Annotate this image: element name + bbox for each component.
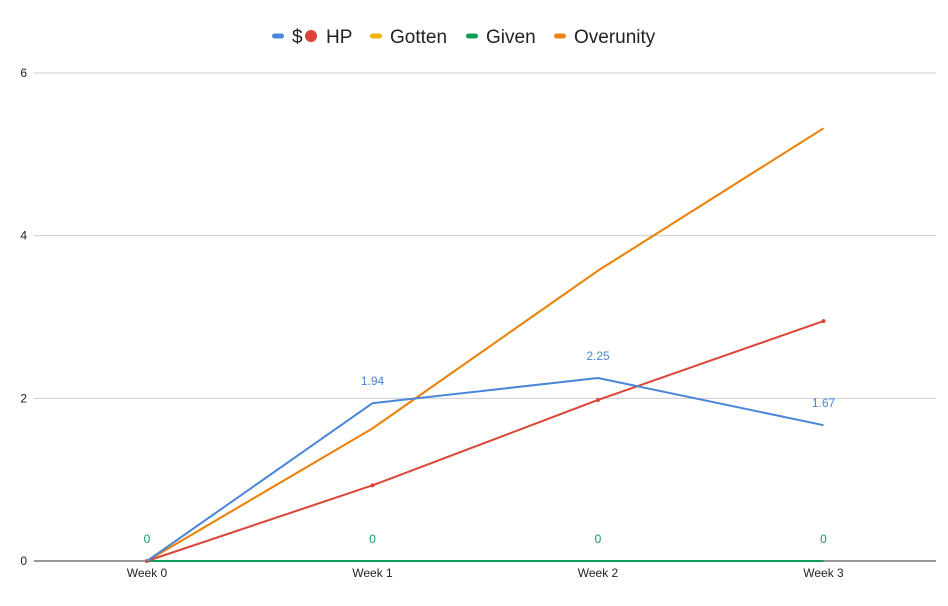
y-tick-label: 4 — [20, 229, 27, 243]
series-line-1 — [146, 320, 824, 562]
data-labels: 1.94 2.25 1.67 0 0 0 0 — [144, 349, 836, 546]
legend-label: HP — [326, 27, 352, 48]
series-point — [596, 397, 600, 402]
series-point — [370, 483, 375, 488]
data-label: 1.94 — [361, 374, 385, 388]
legend-swatch — [554, 33, 566, 39]
data-label: 0 — [369, 532, 376, 546]
legend-dot — [305, 30, 317, 42]
legend-label: Overunity — [574, 27, 656, 48]
data-label: 0 — [820, 532, 827, 546]
x-tick-label: Week 2 — [578, 566, 619, 580]
data-label: 2.25 — [586, 349, 610, 363]
gridlines — [34, 72, 936, 399]
legend-item[interactable]: HP — [305, 27, 352, 48]
x-axis-ticks: Week 0 Week 1 Week 2 Week 3 — [127, 566, 844, 580]
legend-swatch — [466, 33, 478, 39]
data-label: 0 — [144, 532, 151, 546]
y-tick-label: 2 — [20, 391, 27, 405]
legend[interactable]: $ HP Gotten Given Overunity — [272, 27, 656, 48]
legend-swatch — [272, 33, 284, 39]
data-label: 1.67 — [812, 396, 836, 410]
y-axis-ticks: 0 2 4 6 — [20, 66, 27, 568]
series-lines — [145, 127, 826, 563]
series-line-0 — [146, 377, 824, 562]
legend-item[interactable]: Given — [466, 27, 536, 48]
series-point — [821, 319, 826, 324]
legend-item[interactable]: Gotten — [370, 27, 447, 48]
series-line-4 — [146, 127, 825, 562]
y-tick-label: 0 — [20, 554, 27, 568]
legend-label: Given — [486, 27, 536, 48]
x-tick-label: Week 3 — [803, 566, 844, 580]
x-tick-label: Week 0 — [127, 566, 168, 580]
x-tick-label: Week 1 — [352, 566, 393, 580]
legend-item[interactable]: $ — [272, 27, 303, 48]
legend-swatch — [370, 33, 382, 39]
legend-label: $ — [292, 27, 303, 48]
data-label: 0 — [595, 532, 602, 546]
legend-item[interactable]: Overunity — [554, 27, 656, 48]
legend-label: Gotten — [390, 27, 447, 48]
y-tick-label: 6 — [20, 66, 27, 80]
